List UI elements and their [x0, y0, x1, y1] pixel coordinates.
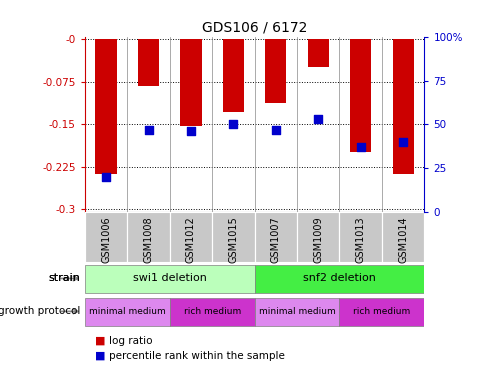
Text: log ratio: log ratio [109, 336, 152, 346]
Bar [254, 212, 296, 262]
Bar [212, 212, 254, 262]
Text: snf2 deletion: snf2 deletion [302, 273, 375, 283]
Text: ■: ■ [94, 351, 105, 361]
Point [272, 127, 279, 132]
Bar [392, 40, 413, 174]
Text: GSM1009: GSM1009 [313, 216, 323, 263]
Point [229, 122, 237, 127]
Bar [307, 40, 328, 67]
Bar [265, 40, 286, 103]
Bar [169, 212, 212, 262]
Bar [339, 298, 424, 326]
Point [398, 139, 406, 145]
Bar [296, 212, 339, 262]
Text: rich medium: rich medium [352, 307, 410, 316]
Text: ■: ■ [94, 336, 105, 346]
Bar [85, 298, 169, 326]
Text: growth protocol: growth protocol [0, 306, 80, 316]
Bar [381, 212, 424, 262]
Bar [95, 40, 117, 174]
Text: GSM1008: GSM1008 [143, 216, 153, 263]
Bar [254, 298, 339, 326]
Text: GSM1007: GSM1007 [270, 216, 280, 263]
Text: GSM1006: GSM1006 [101, 216, 111, 263]
Point [102, 174, 110, 180]
Text: percentile rank within the sample: percentile rank within the sample [109, 351, 285, 361]
Title: GDS106 / 6172: GDS106 / 6172 [201, 20, 307, 34]
Text: strain: strain [48, 273, 80, 283]
Text: GSM1012: GSM1012 [185, 216, 196, 263]
Bar [222, 40, 243, 112]
Text: GSM1015: GSM1015 [228, 216, 238, 263]
Bar [180, 40, 201, 126]
Point [187, 128, 195, 134]
Point [314, 116, 321, 122]
Point [144, 127, 152, 132]
Bar [169, 298, 254, 326]
Text: swi1 deletion: swi1 deletion [133, 273, 206, 283]
Bar [349, 40, 371, 152]
Text: rich medium: rich medium [183, 307, 241, 316]
Text: minimal medium: minimal medium [258, 307, 335, 316]
Bar [339, 212, 381, 262]
Bar [85, 265, 254, 293]
Point [356, 144, 364, 150]
Text: strain: strain [48, 273, 80, 283]
Text: GSM1013: GSM1013 [355, 216, 365, 263]
Bar [254, 265, 424, 293]
Text: minimal medium: minimal medium [89, 307, 166, 316]
Text: GSM1014: GSM1014 [397, 216, 408, 263]
Bar [85, 212, 127, 262]
Bar [127, 212, 169, 262]
Bar [137, 40, 159, 86]
